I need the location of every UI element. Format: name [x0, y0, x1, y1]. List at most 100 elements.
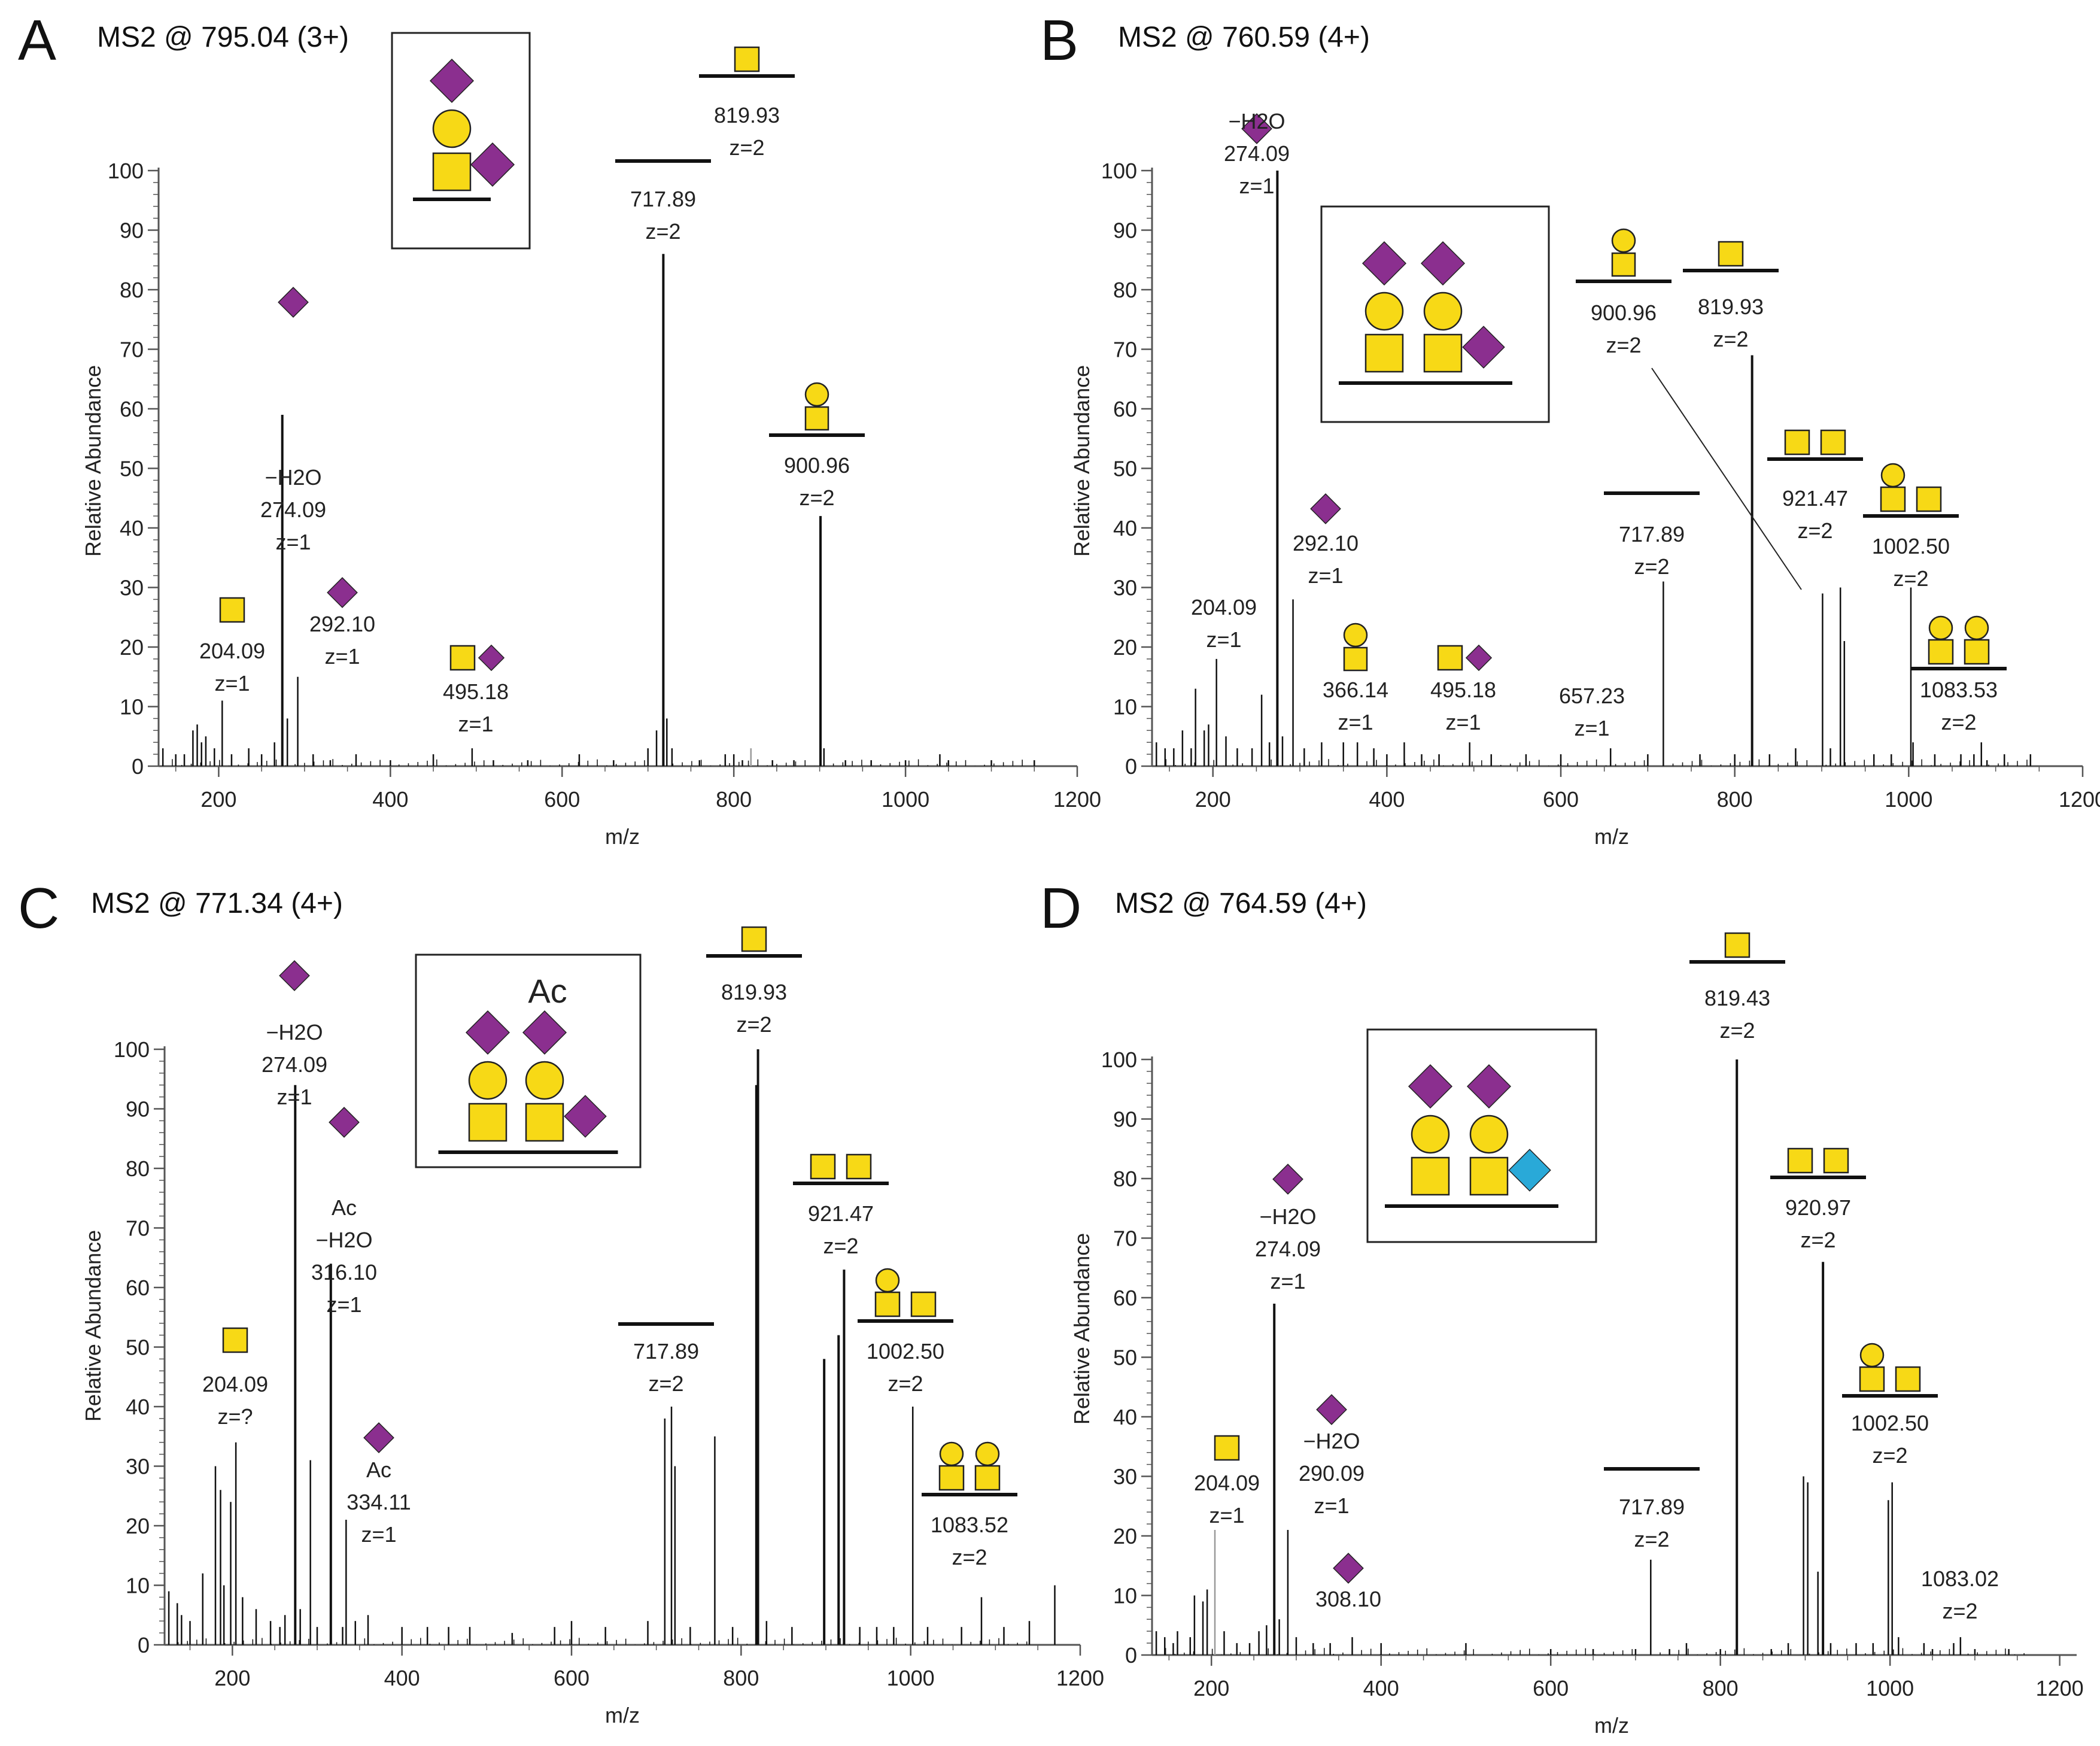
- x-tick-label: 800: [1703, 1676, 1739, 1701]
- peak-annotation-line: 819.93: [721, 980, 787, 1004]
- galactose-circle-icon: [1423, 291, 1463, 331]
- peak-annotation-line: 274.09: [1255, 1237, 1321, 1261]
- y-tick-label: 40: [1113, 1405, 1137, 1429]
- peak-annotation-line: 1002.50: [867, 1339, 944, 1364]
- sialic-acid-diamond-icon: [278, 287, 309, 318]
- y-tick-label: 90: [1113, 1107, 1137, 1132]
- peak-annotation-line: Ac: [366, 1457, 391, 1482]
- sialic-acid-diamond-icon: [1466, 1064, 1512, 1109]
- x-axis-label: m/z: [605, 1703, 640, 1727]
- peak-annotation-line: 921.47: [1782, 486, 1848, 511]
- peak-annotation-line: −H2O: [265, 465, 321, 490]
- peak-annotation-line: z=2: [1634, 554, 1669, 579]
- hexnac-square-icon: [1859, 1366, 1885, 1392]
- peak-annotation-line: 204.09: [1194, 1471, 1260, 1495]
- y-tick-label: 40: [120, 516, 144, 540]
- peak-annotation-line: 274.09: [262, 1052, 327, 1077]
- hexnac-square-icon: [1784, 429, 1810, 456]
- peak-annotation-line: z=1: [276, 1085, 312, 1109]
- sialic-acid-diamond-icon: [1462, 326, 1505, 369]
- y-tick-label: 100: [108, 159, 144, 183]
- hexnac-square-icon: [910, 1291, 937, 1317]
- hexnac-square-icon: [1880, 486, 1906, 512]
- y-tick-label: 0: [1125, 754, 1137, 779]
- peak-annotation-line: z=1: [326, 1292, 361, 1317]
- y-tick-label: 30: [1113, 1465, 1137, 1489]
- peak-annotation-line: z=2: [645, 219, 680, 244]
- peak-annotation-line: 900.96: [1591, 300, 1657, 325]
- x-tick-label: 800: [723, 1666, 759, 1690]
- sialic-acid-diamond-icon: [429, 58, 475, 104]
- panel-letter: D: [1040, 876, 1081, 940]
- y-axis-label: Relative Abundance: [1069, 1233, 1094, 1425]
- peak-annotation-line: z=2: [1634, 1527, 1669, 1551]
- sialic-acid-diamond-icon: [1316, 1394, 1347, 1425]
- peak-annotation-line: 292.10: [1293, 531, 1359, 555]
- y-tick-label: 70: [126, 1216, 150, 1241]
- galactose-circle-icon: [1928, 615, 1953, 640]
- peak-annotation-line: z=1: [361, 1522, 396, 1547]
- x-tick-label: 800: [1717, 787, 1753, 812]
- sialic-acid-diamond-icon: [363, 1422, 394, 1453]
- sialic-acid-diamond-icon: [1310, 493, 1341, 524]
- peak-annotation-line: 1083.02: [1921, 1566, 1999, 1591]
- hexnac-square-icon: [1411, 1156, 1450, 1196]
- x-tick-label: 200: [1193, 1676, 1229, 1701]
- x-tick-label: 200: [1195, 787, 1231, 812]
- peak-annotation-line: 292.10: [309, 612, 375, 636]
- hexnac-square-icon: [1724, 932, 1750, 958]
- hexnac-square-icon: [1611, 252, 1636, 277]
- y-tick-label: 80: [120, 278, 144, 302]
- galactose-circle-icon: [1469, 1115, 1509, 1154]
- y-tick-label: 70: [120, 338, 144, 362]
- y-tick-label: 0: [138, 1633, 150, 1657]
- hexnac-square-icon: [741, 926, 767, 952]
- hexnac-square-icon: [1964, 639, 1990, 665]
- sialic-acid-diamond-icon: [327, 577, 358, 608]
- hexnac-square-icon: [1928, 639, 1954, 665]
- galactose-circle-icon: [432, 109, 472, 148]
- y-tick-label: 50: [126, 1335, 150, 1360]
- peak-annotation-line: z=?: [217, 1404, 253, 1429]
- peak-annotation-line: 308.10: [1315, 1587, 1381, 1611]
- y-tick-label: 100: [1101, 159, 1137, 183]
- sialic-acid-diamond-icon: [1333, 1553, 1364, 1584]
- y-tick-label: 70: [1113, 338, 1137, 362]
- peak-annotation-line: z=1: [1574, 716, 1609, 740]
- peak-annotation-line: z=2: [952, 1545, 987, 1569]
- peak-annotation-line: z=2: [1797, 518, 1832, 543]
- galactose-circle-icon: [804, 382, 829, 407]
- y-tick-label: 80: [126, 1156, 150, 1181]
- peak-annotation-line: z=1: [324, 644, 360, 669]
- galactose-circle-icon: [1364, 291, 1404, 331]
- peak-annotation-line: z=1: [1308, 563, 1343, 588]
- peak-annotation-line: z=1: [1338, 710, 1373, 734]
- x-tick-label: 1200: [2059, 787, 2100, 812]
- y-tick-label: 70: [1113, 1226, 1137, 1251]
- sialic-acid-diamond-icon: [465, 1010, 510, 1055]
- peak-annotation-line: 1083.53: [1920, 678, 1998, 702]
- x-tick-label: 1200: [2036, 1676, 2084, 1701]
- peak-annotation-line: 819.93: [714, 103, 780, 127]
- y-tick-label: 30: [120, 576, 144, 600]
- x-tick-label: 400: [1363, 1676, 1399, 1701]
- hexnac-square-icon: [219, 597, 245, 623]
- spectrum-panel-d: D MS2 @ 764.59 (4+) 0 10 20 30 40 50 60 70 80 90 100…: [1040, 876, 2084, 1738]
- y-tick-label: 20: [1113, 635, 1137, 660]
- peak-annotation-line: z=1: [1314, 1493, 1349, 1518]
- hexnac-square-icon: [222, 1327, 248, 1353]
- peak-annotation-line: 495.18: [443, 679, 509, 704]
- peak-annotation-line: −H2O: [266, 1020, 323, 1044]
- galactose-circle-icon: [975, 1441, 1000, 1466]
- sialic-acid-diamond-icon: [564, 1095, 607, 1138]
- peak-annotation-line: 657.23: [1559, 684, 1625, 708]
- sialic-acid-diamond-icon: [279, 960, 310, 991]
- y-tick-label: 100: [1101, 1047, 1137, 1072]
- galactose-circle-icon: [875, 1268, 900, 1293]
- sialic-acid-diamond-icon: [478, 644, 505, 672]
- sialic-acid-diamond-icon: [1465, 644, 1493, 672]
- y-axis-label: Relative Abundance: [1069, 365, 1094, 557]
- peak-annotation-line: −H2O: [1228, 109, 1285, 133]
- peak-annotation-line: 274.09: [260, 497, 326, 522]
- y-tick-label: 60: [1113, 397, 1137, 421]
